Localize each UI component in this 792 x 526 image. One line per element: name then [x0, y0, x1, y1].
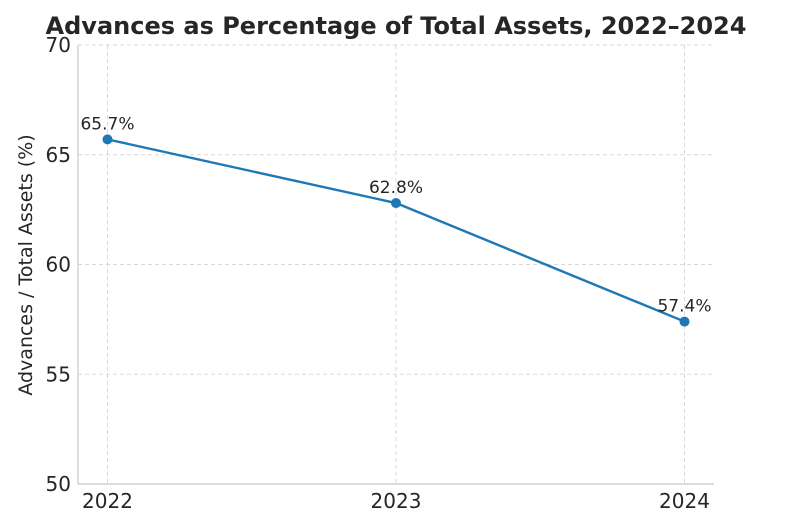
y-tick-label: 65	[46, 143, 71, 167]
series	[102, 134, 690, 327]
data-point	[102, 134, 113, 145]
axes	[77, 45, 714, 485]
y-tick-label: 55	[46, 362, 71, 386]
y-tick-label: 50	[46, 472, 71, 496]
tick-labels: 50 55 60 65 70 2022 2023 2024	[46, 33, 710, 513]
x-tick-label: 2022	[82, 489, 133, 513]
y-tick-label: 60	[46, 253, 71, 277]
data-labels: 65.7% 62.8% 57.4%	[80, 114, 711, 316]
y-tick-label: 70	[46, 33, 71, 57]
grid	[78, 44, 714, 485]
data-point	[391, 198, 401, 209]
data-label: 57.4%	[657, 297, 711, 317]
chart-title: Advances as Percentage of Total Assets, …	[46, 12, 747, 40]
x-tick-label: 2023	[371, 489, 422, 513]
data-label: 62.8%	[369, 178, 423, 198]
y-axis-label: Advances / Total Assets (%)	[15, 134, 37, 395]
data-label: 65.7%	[80, 114, 134, 134]
data-point	[679, 316, 690, 327]
x-tick-label: 2024	[659, 489, 710, 513]
